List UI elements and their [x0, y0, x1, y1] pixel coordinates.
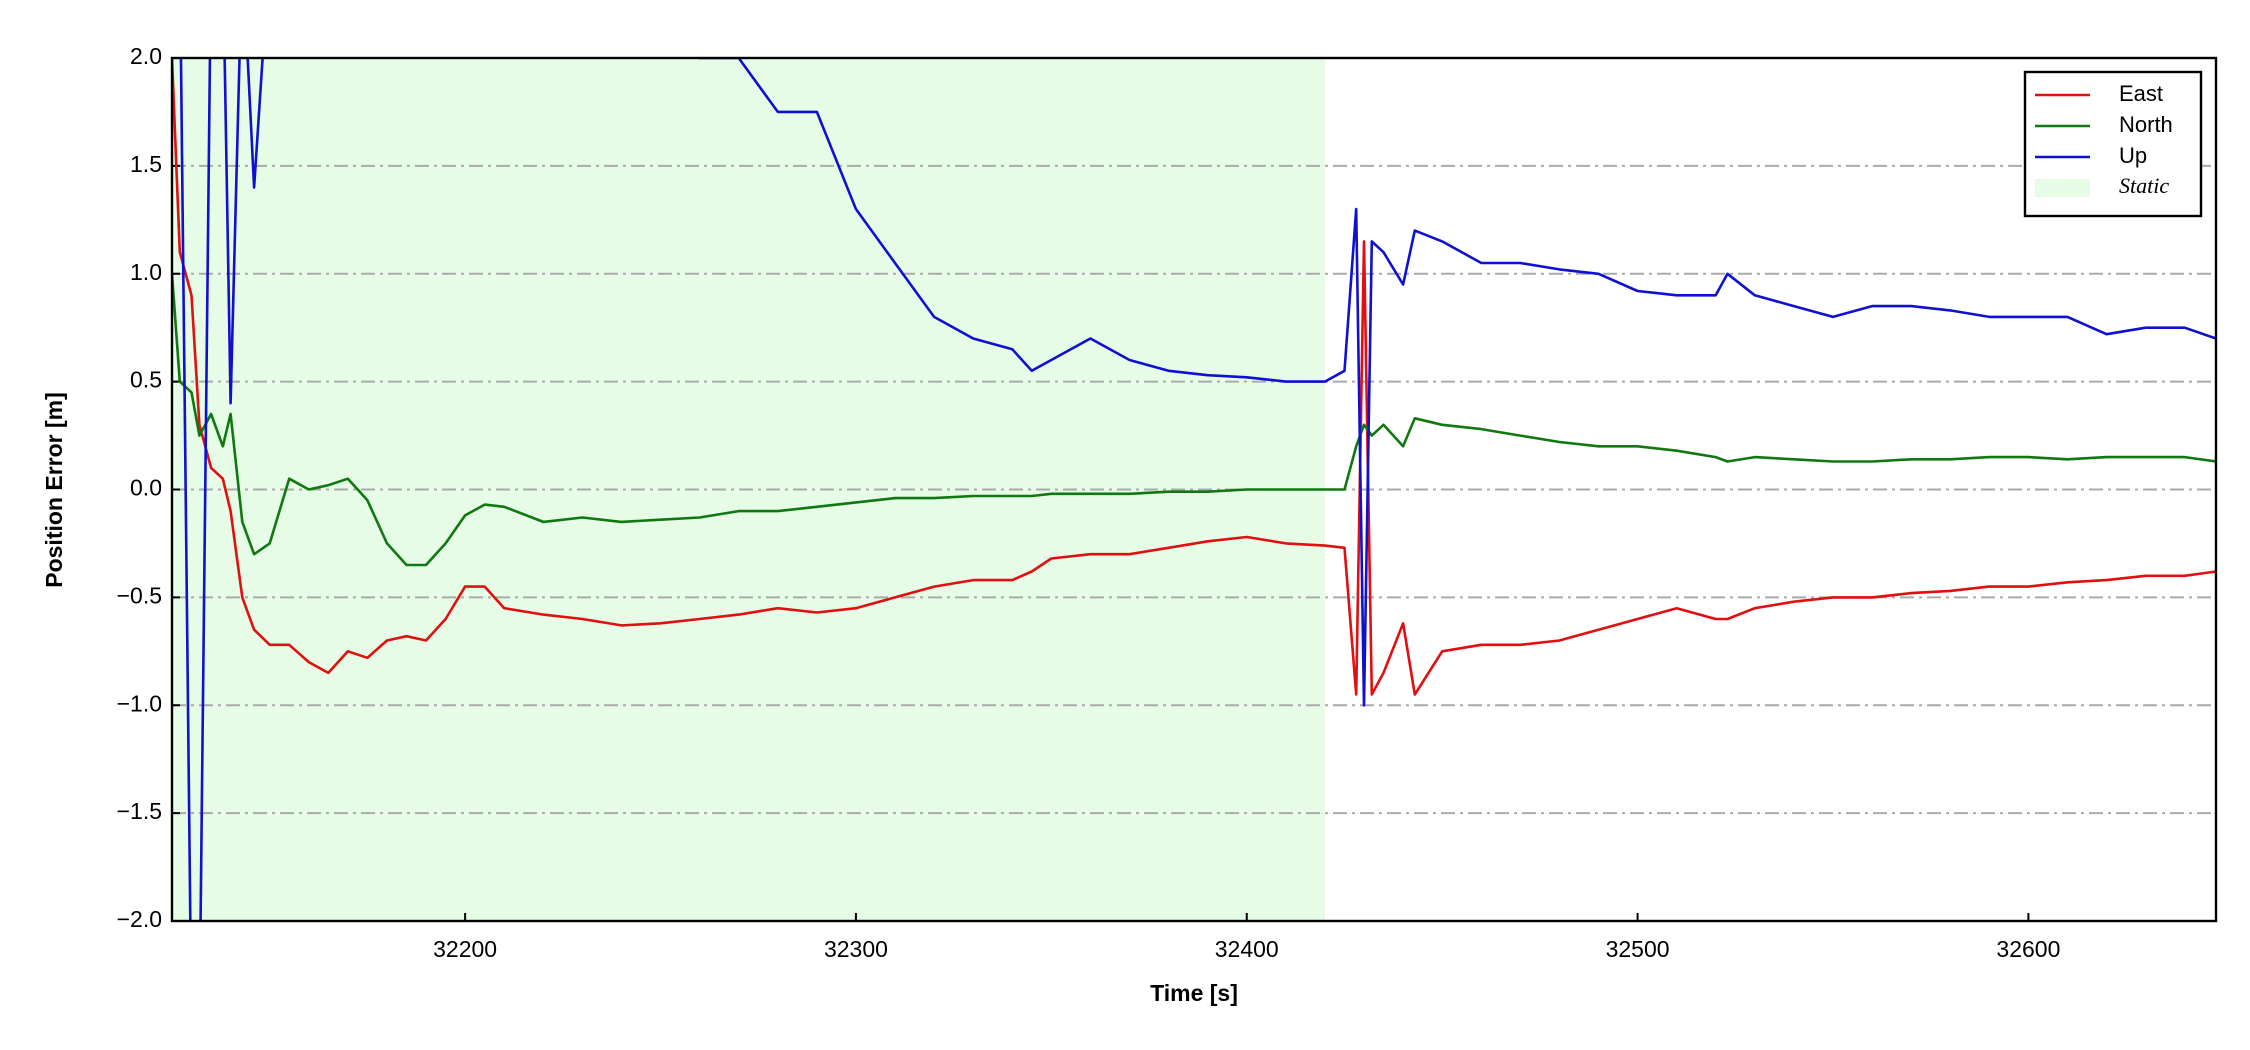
x-tick-label: 32400	[1215, 936, 1279, 962]
series-line	[172, 273, 2216, 567]
x-tick-label: 32600	[1996, 936, 2060, 962]
series-line	[172, 58, 2216, 696]
x-axis-title: Time [s]	[1150, 980, 1238, 1006]
legend-label: North	[2119, 112, 2173, 137]
x-tick-label: 32500	[1606, 936, 1670, 962]
legend-label: East	[2119, 81, 2163, 106]
x-tick-label: 32300	[824, 936, 888, 962]
legend-label: Up	[2119, 143, 2147, 168]
plot-area	[172, 58, 2216, 921]
legend-label: Static	[2119, 173, 2169, 198]
y-tick-label: 0.5	[130, 367, 162, 393]
y-tick-label: −2.0	[117, 906, 162, 932]
y-tick-label: −1.0	[117, 690, 162, 716]
x-tick-label: 32200	[433, 936, 497, 962]
plot-frame	[170, 56, 2218, 923]
y-tick-label: 1.5	[130, 151, 162, 177]
y-tick-label: 2.0	[130, 43, 162, 69]
y-tick-label: −0.5	[117, 582, 162, 608]
series-line	[179, 58, 2216, 921]
y-tick-label: 0.0	[130, 475, 162, 501]
y-axis-title: Position Error [m]	[41, 392, 67, 588]
y-tick-label: 1.0	[130, 259, 162, 285]
y-tick-label: −1.5	[117, 798, 162, 824]
legend-swatch	[2035, 179, 2090, 197]
